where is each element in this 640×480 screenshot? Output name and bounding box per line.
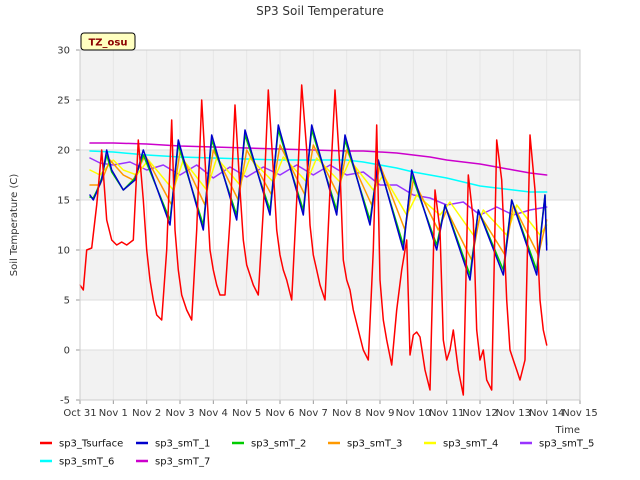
y-tick-label: 25 (57, 96, 70, 107)
y-tick-label: 15 (57, 196, 70, 207)
series-line-sp3_smT_5 (89, 157, 548, 216)
y-tick-label: 20 (57, 146, 70, 157)
legend-label: sp3_smT_4 (443, 439, 498, 450)
y-axis: -5 0 5 10 15 20 25 30 (57, 46, 80, 407)
x-tick-label: Nov 6 (265, 408, 294, 419)
series-line-sp3_smT_7 (89, 142, 548, 176)
legend-item-sp3_smT_1: sp3_smT_1 (136, 439, 210, 450)
x-axis-label: Time (555, 425, 580, 436)
y-tick-label: -5 (60, 396, 70, 407)
x-tick-label: Nov 7 (299, 408, 328, 419)
x-axis: Oct 31 Nov 1 Nov 2 Nov 3 Nov 4 Nov 5 Nov 6 Nov … (63, 400, 598, 419)
x-tick-label: Nov 2 (132, 408, 161, 419)
x-tick-label: Nov 5 (232, 408, 261, 419)
x-tick-label: Nov 9 (365, 408, 394, 419)
legend-item-sp3_smT_6: sp3_smT_6 (40, 457, 114, 468)
y-tick-label: 5 (64, 296, 70, 307)
legend-item-sp3_smT_3: sp3_smT_3 (328, 439, 402, 450)
x-tick-label: Nov 1 (99, 408, 128, 419)
x-tick-label: Oct 31 (63, 408, 96, 419)
legend-item-sp3_Tsurface: sp3_Tsurface (40, 439, 123, 450)
tz-badge-box (80, 32, 136, 51)
legend-label: sp3_Tsurface (59, 439, 123, 450)
tz-badge-label: TZ_osu (88, 38, 127, 49)
plot-band (80, 350, 580, 400)
series-line-sp3_Tsurface (79, 84, 548, 396)
legend-label: sp3_smT_6 (59, 457, 114, 468)
x-tick-label: Nov 12 (462, 408, 497, 419)
x-tick-label: Nov 4 (199, 408, 228, 419)
x-tick-label: Nov 11 (429, 408, 464, 419)
legend-label: sp3_smT_3 (347, 439, 402, 450)
chart-title: SP3 Soil Temperature (256, 4, 384, 18)
legend-label: sp3_smT_5 (539, 439, 594, 450)
legend-item-sp3_smT_5: sp3_smT_5 (520, 439, 594, 450)
series-group (79, 49, 581, 401)
y-tick-label: 10 (57, 246, 70, 257)
x-tick-label: Nov 15 (562, 408, 597, 419)
y-axis-label: Soil Temperature (C) (9, 174, 20, 277)
tz-badge: TZ_osu (80, 32, 136, 51)
legend-label: sp3_smT_2 (251, 439, 306, 450)
legend-item-sp3_smT_2: sp3_smT_2 (232, 439, 306, 450)
plot-band (80, 50, 580, 100)
x-tick-label: Nov 10 (396, 408, 431, 419)
legend-item-sp3_smT_7: sp3_smT_7 (136, 457, 210, 468)
x-tick-label: Nov 13 (496, 408, 531, 419)
plot-band (80, 300, 580, 350)
plot-frame (79, 49, 581, 401)
legend-label: sp3_smT_7 (155, 457, 210, 468)
plot-band (80, 100, 580, 150)
y-tick-label: 30 (57, 46, 70, 57)
legend-item-sp3_smT_4: sp3_smT_4 (424, 439, 498, 450)
x-tick-label: Nov 14 (529, 408, 564, 419)
legend-label: sp3_smT_1 (155, 439, 210, 450)
legend: sp3_Tsurface sp3_smT_1 sp3_smT_2 sp3_smT_3 s… (40, 439, 594, 468)
x-tick-label: Nov 8 (332, 408, 361, 419)
plot-background (80, 50, 580, 400)
x-tick-label: Nov 3 (165, 408, 194, 419)
y-tick-label: 0 (64, 346, 70, 357)
